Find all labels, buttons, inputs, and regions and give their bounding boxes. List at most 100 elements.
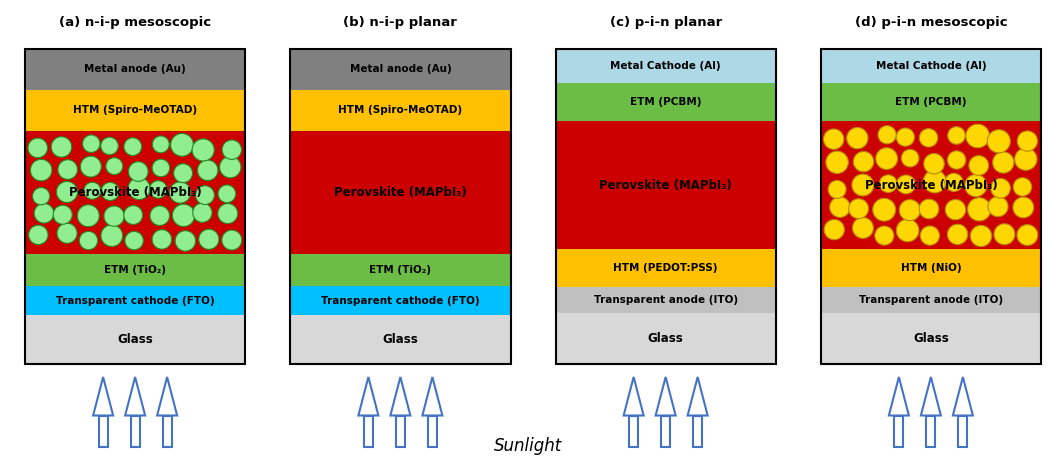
Circle shape	[100, 137, 118, 155]
Circle shape	[824, 129, 844, 149]
Text: Metal anode (Au): Metal anode (Au)	[84, 64, 186, 74]
Polygon shape	[396, 415, 404, 447]
Bar	[290, 286, 510, 315]
Circle shape	[34, 203, 54, 223]
Bar	[821, 49, 1041, 364]
Circle shape	[51, 137, 72, 157]
Circle shape	[1014, 178, 1032, 196]
Text: Perovskite (MAPbI₃): Perovskite (MAPbI₃)	[334, 186, 467, 199]
Circle shape	[175, 231, 195, 251]
Circle shape	[220, 157, 241, 178]
Circle shape	[991, 179, 1011, 198]
Circle shape	[82, 135, 100, 152]
Bar	[821, 49, 1041, 83]
Circle shape	[83, 182, 100, 199]
Text: Sunlight: Sunlight	[494, 437, 562, 455]
Circle shape	[947, 151, 966, 169]
Circle shape	[923, 170, 946, 193]
Text: ETM (PCBM): ETM (PCBM)	[895, 97, 966, 107]
Polygon shape	[656, 377, 676, 415]
Bar	[555, 313, 776, 364]
Polygon shape	[131, 415, 139, 447]
Bar	[821, 313, 1041, 364]
Bar	[25, 286, 245, 315]
Polygon shape	[428, 415, 437, 447]
Text: Glass: Glass	[647, 332, 683, 345]
Circle shape	[924, 153, 944, 174]
Text: ETM (TiO₂): ETM (TiO₂)	[105, 265, 166, 275]
Circle shape	[222, 140, 242, 159]
Circle shape	[33, 188, 50, 205]
Circle shape	[969, 156, 988, 175]
Bar	[821, 287, 1041, 313]
Text: Metal anode (Au): Metal anode (Au)	[350, 64, 451, 74]
Circle shape	[945, 173, 963, 191]
Circle shape	[53, 205, 72, 224]
Circle shape	[79, 231, 98, 250]
Bar	[821, 83, 1041, 121]
Text: Perovskite (MAPbI₃): Perovskite (MAPbI₃)	[865, 179, 997, 192]
Circle shape	[874, 226, 894, 245]
Bar	[555, 249, 776, 287]
Circle shape	[897, 128, 914, 146]
Circle shape	[872, 198, 895, 221]
Text: Glass: Glass	[913, 332, 948, 345]
Bar	[25, 49, 245, 90]
Polygon shape	[629, 415, 638, 447]
Circle shape	[849, 199, 868, 218]
Circle shape	[919, 199, 939, 219]
Circle shape	[169, 182, 191, 203]
Circle shape	[106, 158, 122, 174]
Circle shape	[875, 148, 898, 169]
Text: (d) p-i-n mesoscopic: (d) p-i-n mesoscopic	[854, 16, 1007, 29]
Circle shape	[77, 205, 99, 227]
Circle shape	[124, 138, 142, 156]
Bar	[290, 253, 510, 286]
Circle shape	[27, 138, 48, 158]
Polygon shape	[157, 377, 177, 415]
Bar	[290, 49, 510, 364]
Circle shape	[947, 127, 965, 144]
Circle shape	[897, 175, 916, 194]
Text: HTM (Spiro-MeOTAD): HTM (Spiro-MeOTAD)	[73, 106, 197, 115]
Circle shape	[197, 160, 218, 180]
Polygon shape	[926, 415, 936, 447]
Bar	[555, 287, 776, 313]
Circle shape	[902, 149, 919, 167]
Bar	[821, 121, 1041, 249]
Bar	[290, 90, 510, 131]
Text: Transparent anode (ITO): Transparent anode (ITO)	[593, 295, 738, 305]
Text: HTM (NiO): HTM (NiO)	[901, 263, 961, 273]
Circle shape	[171, 134, 193, 156]
Circle shape	[124, 206, 143, 224]
Circle shape	[897, 219, 919, 242]
Circle shape	[31, 159, 52, 181]
Bar	[25, 253, 245, 286]
Bar	[555, 49, 776, 83]
Circle shape	[987, 130, 1011, 153]
Polygon shape	[661, 415, 671, 447]
Polygon shape	[98, 415, 108, 447]
Text: Metal Cathode (Al): Metal Cathode (Al)	[610, 61, 721, 71]
Circle shape	[920, 226, 940, 245]
Circle shape	[101, 182, 119, 201]
Polygon shape	[163, 415, 172, 447]
Text: Perovskite (MAPbI₃): Perovskite (MAPbI₃)	[599, 179, 732, 192]
Circle shape	[152, 136, 169, 153]
Circle shape	[57, 223, 77, 243]
Bar	[25, 49, 245, 364]
Circle shape	[847, 128, 868, 149]
Circle shape	[852, 174, 873, 196]
Text: HTM (PEDOT:PSS): HTM (PEDOT:PSS)	[614, 263, 718, 273]
Circle shape	[152, 230, 172, 249]
Circle shape	[125, 231, 144, 250]
Circle shape	[880, 175, 897, 192]
Circle shape	[150, 181, 167, 198]
Bar	[25, 90, 245, 131]
Polygon shape	[125, 377, 145, 415]
Text: Perovskite (MAPbI₃): Perovskite (MAPbI₃)	[69, 186, 202, 199]
Bar	[25, 131, 245, 253]
Circle shape	[103, 206, 125, 226]
Text: Metal Cathode (Al): Metal Cathode (Al)	[875, 61, 986, 71]
Polygon shape	[693, 415, 702, 447]
